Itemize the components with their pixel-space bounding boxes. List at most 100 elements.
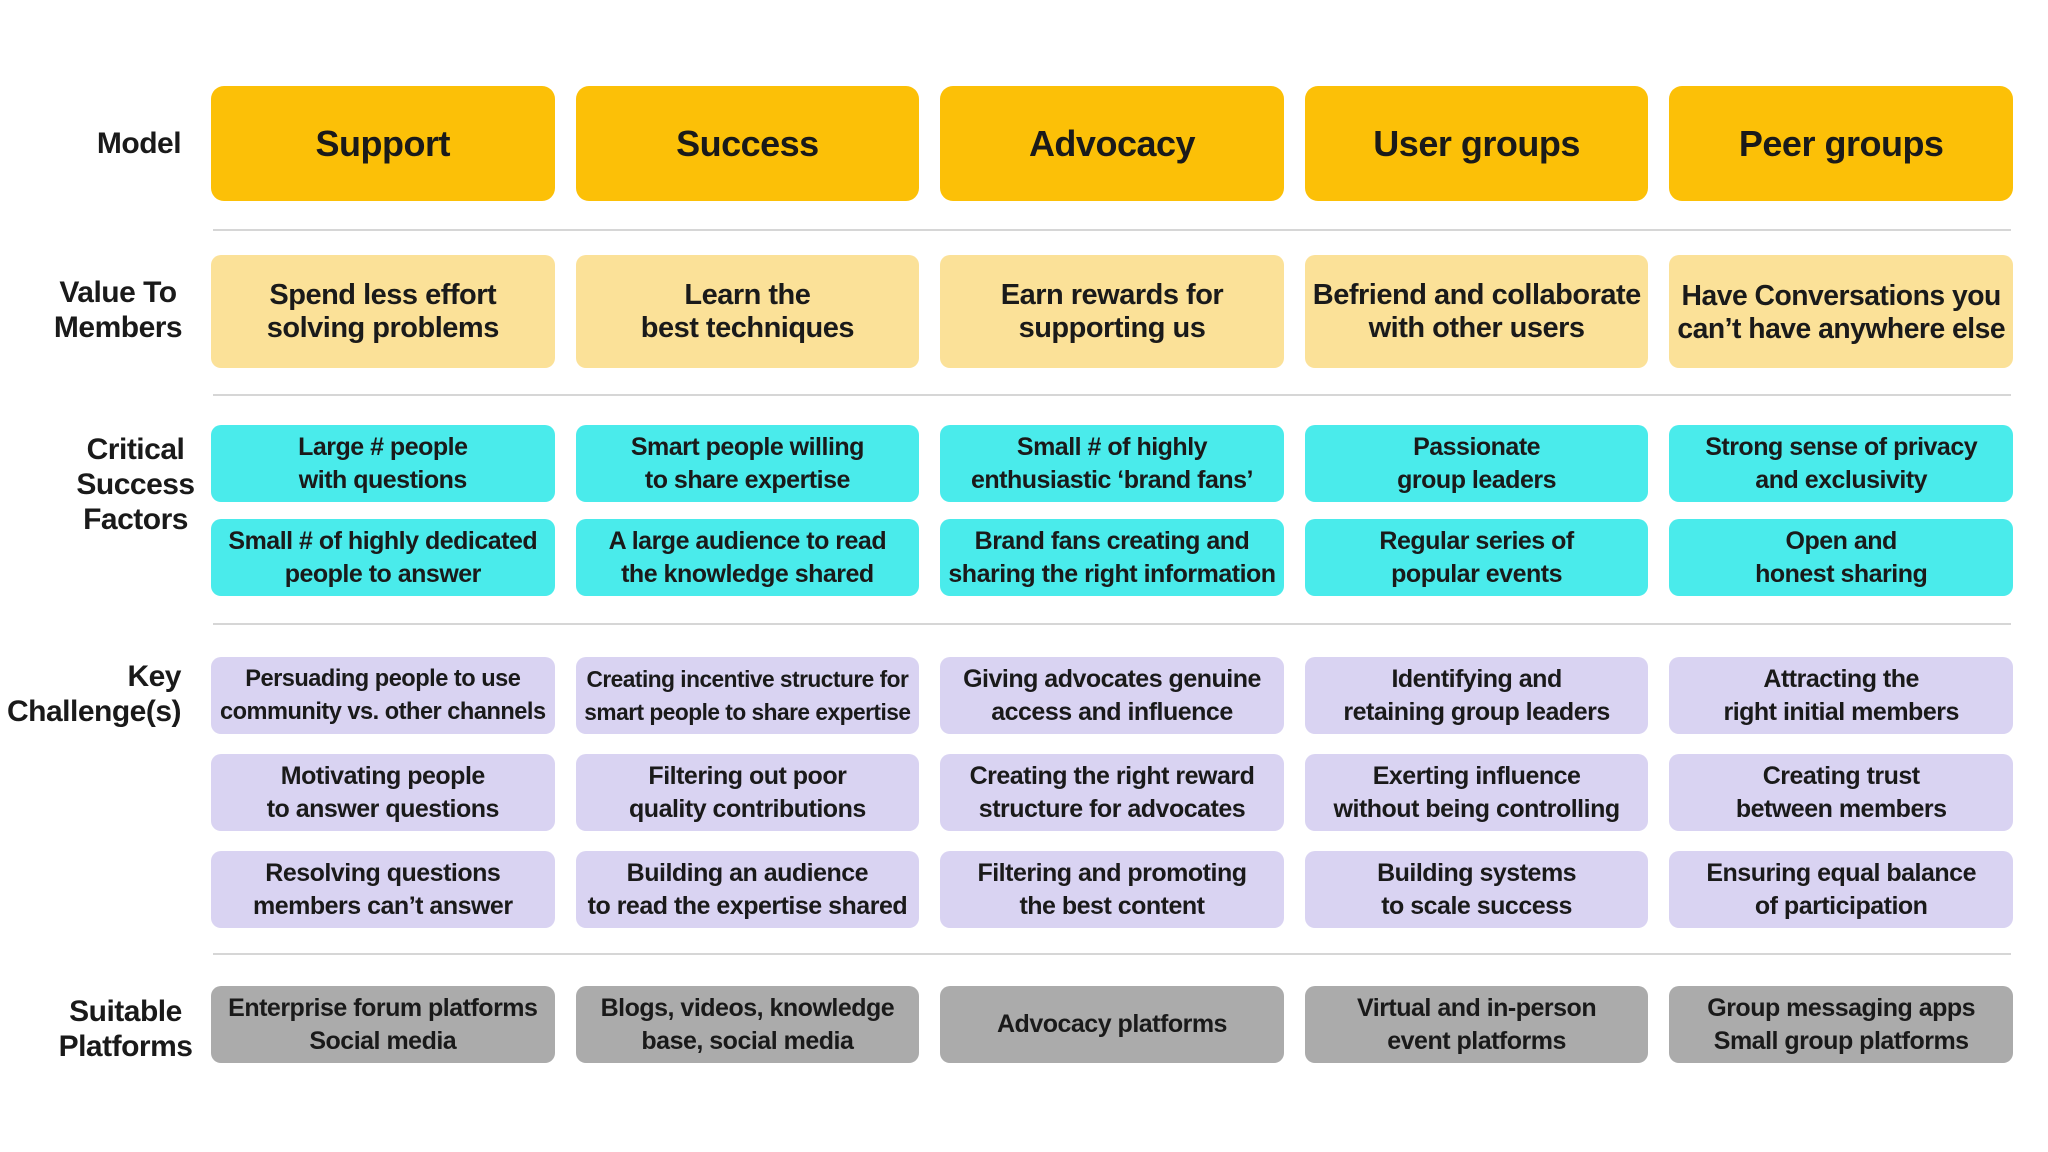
model-header-row: Support Success Advocacy User groups Peer gr… xyxy=(211,86,2013,201)
value-cell-advocacy: Earn rewards for supporting us xyxy=(940,255,1284,368)
section-divider xyxy=(213,229,2011,231)
cell-text: Success xyxy=(576,122,920,166)
cell-text: Creating trust between members xyxy=(1669,760,2013,826)
cell-line: solving problems xyxy=(266,311,500,344)
cell-line: Group messaging apps xyxy=(1707,993,1976,1022)
cell-line: access and influence xyxy=(991,697,1233,726)
cell-text: Attracting the right initial members xyxy=(1669,663,2013,729)
challenge-cell-r2-row: Motivating people to answer questions Filt… xyxy=(211,754,2013,831)
challenge-cell-r1-peer-groups: Attracting the right initial members xyxy=(1669,657,2013,734)
row-label-line: Suitable xyxy=(69,995,182,1028)
cell-line: Filtering out poor xyxy=(648,761,847,790)
cell-line: to answer questions xyxy=(266,794,500,823)
row-label-key-challenges: Key Challenge(s) xyxy=(0,659,182,729)
cell-line: quality contributions xyxy=(629,794,866,823)
cell-line: with questions xyxy=(298,465,467,494)
cell-text: Small # of highly enthusiastic ‘brand fan… xyxy=(940,431,1284,497)
cell-text: Giving advocates genuine access and influ… xyxy=(940,663,1284,729)
cell-text: Group messaging apps Small group platform… xyxy=(1669,992,2013,1058)
challenge-cell-r1-success: Creating incentive structure for smart pe… xyxy=(575,657,920,734)
cell-text: Enterprise forum platforms Social media xyxy=(211,992,555,1058)
cell-line: Building systems xyxy=(1377,858,1577,887)
row-label-line: Platforms xyxy=(58,1030,193,1063)
cell-line: Smart people willing xyxy=(630,432,865,461)
cell-line: User groups xyxy=(1373,122,1580,164)
cell-line: Creating incentive structure for xyxy=(586,665,909,692)
cell-line: Filtering and promoting xyxy=(977,858,1247,887)
cell-line: Befriend and collaborate xyxy=(1312,278,1642,311)
cell-text: Identifying and retaining group leaders xyxy=(1305,663,1649,729)
row-label-line: Key xyxy=(127,660,181,693)
model-header-support: Support xyxy=(211,86,555,201)
row-label-line: Success xyxy=(76,468,195,501)
cell-line: to share expertise xyxy=(644,465,850,494)
cell-line: Success xyxy=(676,122,819,164)
cell-line: supporting us xyxy=(1018,311,1206,344)
cell-text: Filtering out poor quality contributions xyxy=(576,760,920,826)
section-divider xyxy=(213,394,2011,396)
csf-cell-r1-peer-groups: Strong sense of privacy and exclusivity xyxy=(1669,425,2013,502)
cell-line: Strong sense of privacy xyxy=(1705,432,1978,461)
challenge-cell-r3-user-groups: Building systems to scale success xyxy=(1304,851,1649,928)
cell-line: Motivating people xyxy=(280,761,485,790)
cell-line: Giving advocates genuine xyxy=(963,664,1261,693)
cell-line: members can’t answer xyxy=(253,891,513,920)
csf-cell-r2-row: Small # of highly dedicated people to ans… xyxy=(211,519,2013,596)
cell-line: can’t have anywhere else xyxy=(1677,311,2006,344)
cell-text: Learn the best techniques xyxy=(576,279,920,345)
model-header-peer-groups: Peer groups xyxy=(1669,86,2013,201)
cell-text: Advocacy platforms xyxy=(940,1008,1284,1041)
cell-line: honest sharing xyxy=(1755,559,1928,588)
cell-text: Exerting influence without being controll… xyxy=(1305,760,1649,826)
row-label-line: Challenge(s) xyxy=(6,695,182,728)
challenge-cell-r2-advocacy: Creating the right reward structure for a… xyxy=(940,754,1284,831)
cell-line: Blogs, videos, knowledge xyxy=(600,993,895,1022)
cell-line: Large # people xyxy=(298,432,468,461)
cell-line: A large audience to read xyxy=(608,526,887,555)
cell-line: Regular series of xyxy=(1379,526,1574,555)
cell-text: Large # people with questions xyxy=(211,431,555,497)
cell-text: Building systems to scale success xyxy=(1305,857,1649,923)
cell-text: Passionate group leaders xyxy=(1305,431,1649,497)
platform-cell-peer-groups: Group messaging apps Small group platform… xyxy=(1669,986,2013,1063)
cell-text: Peer groups xyxy=(1669,122,2013,166)
cell-line: Ensuring equal balance xyxy=(1706,858,1976,887)
row-label-line: Factors xyxy=(83,503,188,536)
cell-line: base, social media xyxy=(641,1026,854,1055)
row-label-line: Critical xyxy=(86,433,185,466)
cell-text: Creating the right reward structure for a… xyxy=(940,760,1284,826)
cell-line: Open and xyxy=(1785,526,1898,555)
csf-cell-r1-user-groups: Passionate group leaders xyxy=(1304,425,1649,502)
cell-line: smart people to share expertise xyxy=(584,698,911,725)
cell-line: community vs. other channels xyxy=(220,698,546,725)
challenge-cell-r3-success: Building an audience to read the expertis… xyxy=(575,851,920,928)
cell-text: Regular series of popular events xyxy=(1305,525,1649,591)
value-cell-row: Spend less effort solving problems Learn t… xyxy=(211,255,2013,368)
section-divider xyxy=(213,623,2011,625)
cell-line: Advocacy xyxy=(1028,122,1196,164)
cell-line: Small # of highly dedicated xyxy=(228,526,538,555)
cell-text: Persuading people to use community vs. ot… xyxy=(211,663,555,729)
cell-line: Passionate xyxy=(1413,432,1541,461)
cell-text: Support xyxy=(211,122,555,166)
cell-text: Brand fans creating and sharing the right… xyxy=(940,525,1284,591)
cell-line: Learn the xyxy=(684,278,811,311)
cell-text: Have Conversations you can’t have anywher… xyxy=(1669,279,2013,345)
challenge-cell-r1-support: Persuading people to use community vs. ot… xyxy=(211,657,555,734)
cell-line: and exclusivity xyxy=(1755,465,1928,494)
csf-cell-r2-success: A large audience to read the knowledge sh… xyxy=(575,519,920,596)
cell-line: structure for advocates xyxy=(978,794,1246,823)
row-label-model: Model xyxy=(0,126,278,161)
cell-line: the knowledge shared xyxy=(621,559,874,588)
cell-line: Earn rewards for xyxy=(1000,278,1224,311)
challenge-cell-r3-row: Resolving questions members can’t answer B… xyxy=(211,851,2013,928)
cell-line: right initial members xyxy=(1723,697,1959,726)
model-header-success: Success xyxy=(575,86,920,201)
cell-line: of participation xyxy=(1754,891,1928,920)
challenge-cell-r3-peer-groups: Ensuring equal balance of participation xyxy=(1669,851,2013,928)
cell-line: people to answer xyxy=(284,559,482,588)
cell-line: enthusiastic ‘brand fans’ xyxy=(970,465,1254,494)
row-label-line: Members xyxy=(53,311,183,344)
platform-cell-advocacy: Advocacy platforms xyxy=(940,986,1284,1063)
